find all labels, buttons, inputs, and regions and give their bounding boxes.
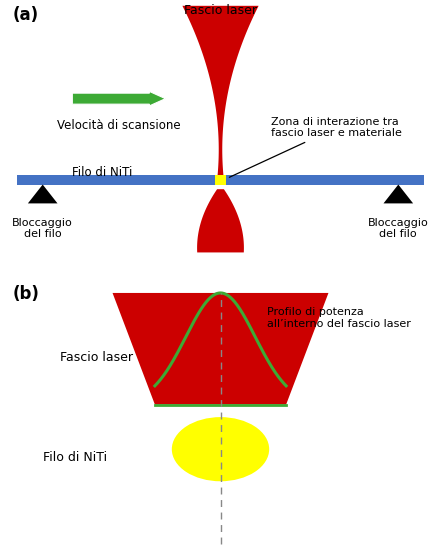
Polygon shape [197, 189, 244, 252]
Bar [17, 175, 424, 185]
FancyArrow shape [72, 92, 165, 106]
Bar [215, 175, 226, 185]
Text: Fascio laser: Fascio laser [60, 350, 133, 364]
Text: (b): (b) [13, 285, 40, 302]
Polygon shape [183, 6, 258, 180]
Polygon shape [384, 185, 413, 204]
Text: Fascio laser: Fascio laser [184, 4, 257, 17]
Text: Velocità di scansione: Velocità di scansione [57, 119, 181, 132]
Text: (a): (a) [13, 6, 39, 24]
Text: Bloccaggio
del filo: Bloccaggio del filo [12, 218, 73, 239]
Text: Zona di interazione tra
fascio laser e materiale: Zona di interazione tra fascio laser e m… [229, 117, 402, 177]
Text: Filo di NiTi: Filo di NiTi [72, 166, 133, 179]
Circle shape [172, 417, 269, 481]
Polygon shape [28, 185, 57, 204]
Polygon shape [112, 293, 329, 405]
Text: Profilo di potenza
all’interno del fascio laser: Profilo di potenza all’interno del fasci… [267, 307, 411, 329]
Text: Bloccaggio
del filo: Bloccaggio del filo [368, 218, 429, 239]
Text: Filo di NiTi: Filo di NiTi [43, 451, 107, 464]
